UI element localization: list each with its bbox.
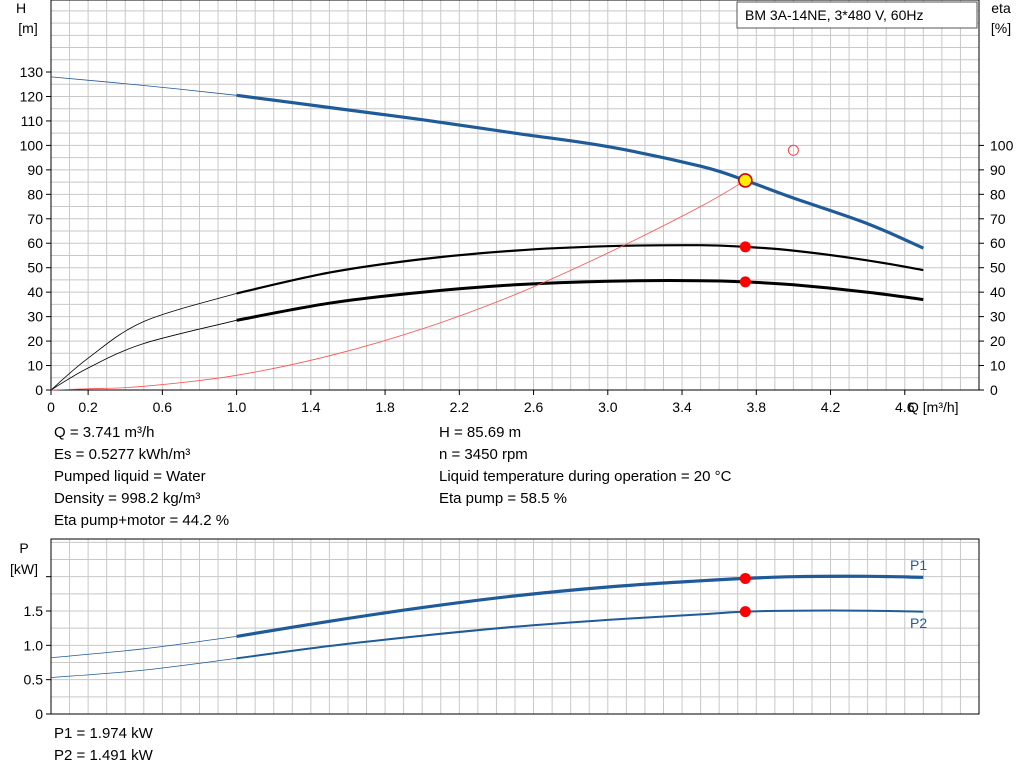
x-tick-label: 3.0 (598, 399, 618, 415)
x-tick-label: 1.8 (375, 399, 395, 415)
y-axis-label-h: H (16, 0, 26, 16)
y-tick-label-right: 70 (990, 211, 1006, 227)
x-tick-label: 0 (47, 399, 55, 415)
y-tick-label-left: 50 (27, 260, 43, 276)
eta-pump-motor-curve (236, 279, 924, 322)
system-curve-curve (50, 180, 746, 391)
p1-curve-extrapolated (50, 636, 237, 659)
y-tick-label-left: 90 (27, 162, 43, 178)
y-tick-label-right: 40 (990, 284, 1006, 300)
y-tick-label-right: 20 (990, 333, 1006, 349)
x-tick-label: 4.6 (895, 399, 915, 415)
p-y-tick-label: 1.5 (24, 603, 44, 619)
y-axis-unit-h: [m] (18, 20, 37, 36)
power-chart-frame (50, 538, 980, 715)
y-tick-label-right: 80 (990, 186, 1006, 202)
duty-info-left: Q = 3.741 m³/h Es = 0.5277 kWh/m³ Pumped… (54, 422, 229, 532)
chart-title-box (736, 1, 978, 29)
y-tick-label-right: 60 (990, 235, 1006, 251)
y-axis-unit-p: [kW] (10, 561, 38, 577)
x-tick-label: 4.2 (821, 399, 841, 415)
info-p2: P2 = 1.491 kW (54, 747, 153, 764)
p-y-tick-label: 1.0 (24, 637, 44, 653)
x-tick-label: 2.6 (524, 399, 544, 415)
info-flow: Q = 3.741 m³/h (54, 424, 155, 441)
h-curve (236, 93, 924, 250)
operating-point-marker (738, 173, 753, 188)
series-label-p2: P2 (910, 615, 927, 631)
x-tick-label: 2.2 (450, 399, 470, 415)
info-p1: P1 = 1.974 kW (54, 725, 153, 742)
h-curve-extrapolated (50, 76, 237, 96)
y-tick-label-left: 110 (21, 113, 44, 129)
main-chart-axes: 0 0.2 0.6 1.0 1.4 1.8 2.2 2.6 3.0 3.4 3.8 4.2 4.6 0 10… (20, 64, 1014, 415)
series-label-p1: P1 (910, 557, 927, 573)
eta-point-marker (739, 241, 751, 253)
y-tick-label-left: 100 (20, 137, 44, 153)
info-eta-total: Eta pump+motor = 44.2 % (54, 512, 230, 529)
y-tick-label-right: 50 (990, 260, 1006, 276)
eta-pump-motor-curve-extrapolated (50, 319, 237, 391)
y-axis-unit-eta: [%] (991, 20, 1011, 36)
x-tick-label: 0.2 (78, 399, 98, 415)
main-chart-curves (50, 76, 924, 391)
x-tick-label: 0.6 (153, 399, 173, 415)
info-energy: Es = 0.5277 kWh/m³ (54, 446, 191, 463)
p2-curve-extrapolated (50, 658, 237, 678)
eta-point-marker (739, 276, 751, 288)
y-tick-label-right: 10 (990, 358, 1006, 374)
y-axis-label-eta: eta (991, 0, 1011, 16)
y-tick-label-right: 0 (990, 382, 998, 398)
x-tick-label: 3.4 (672, 399, 692, 415)
y-tick-label-left: 80 (27, 186, 43, 202)
eta-pump-curve-extrapolated (50, 293, 237, 391)
power-point-marker (739, 606, 751, 618)
main-chart-frame (50, 0, 980, 391)
y-tick-label-right: 100 (990, 137, 1014, 153)
power-chart-grid (51, 539, 979, 714)
x-tick-label: 1.4 (301, 399, 321, 415)
y-tick-label-left: 60 (27, 235, 43, 251)
info-head: H = 85.69 m (439, 424, 522, 441)
p1-curve (236, 574, 924, 638)
y-tick-label-left: 70 (27, 211, 43, 227)
x-axis-label-q: Q [m³/h] (908, 399, 959, 415)
chart-title: BM 3A-14NE, 3*480 V, 60Hz (745, 7, 923, 23)
x-tick-label: 1.0 (227, 399, 247, 415)
power-chart-curves (50, 572, 924, 678)
info-eta-pump: Eta pump = 58.5 % (439, 490, 567, 507)
y-tick-label-left: 30 (27, 309, 43, 325)
power-chart-axes: 0 0.5 1.0 1.5 (24, 576, 51, 722)
y-tick-label-left: 130 (20, 64, 44, 80)
p-y-tick-label: 0.5 (24, 672, 44, 688)
info-temperature: Liquid temperature during operation = 20… (439, 468, 732, 485)
y-tick-label-left: 10 (27, 358, 43, 374)
info-speed: n = 3450 rpm (439, 446, 528, 463)
y-tick-label-right: 90 (990, 162, 1006, 178)
y-tick-label-right: 30 (990, 309, 1006, 325)
power-point-marker (739, 572, 751, 584)
p-y-tick-label: 0 (35, 706, 43, 722)
info-density: Density = 998.2 kg/m³ (54, 490, 201, 507)
y-axis-label-p: P (19, 540, 28, 556)
info-liquid: Pumped liquid = Water (54, 468, 206, 485)
y-tick-label-left: 40 (27, 284, 43, 300)
requested-duty-point (787, 144, 799, 156)
p2-curve (236, 609, 924, 660)
x-tick-label: 3.8 (747, 399, 767, 415)
y-tick-label-left: 120 (20, 88, 44, 104)
y-tick-label-left: 0 (35, 382, 43, 398)
duty-info-right: H = 85.69 m n = 3450 rpm Liquid temperat… (439, 422, 731, 510)
y-tick-label-left: 20 (27, 333, 43, 349)
main-chart-grid (51, 0, 979, 390)
power-info: P1 = 1.974 kW P2 = 1.491 kW (54, 723, 153, 767)
